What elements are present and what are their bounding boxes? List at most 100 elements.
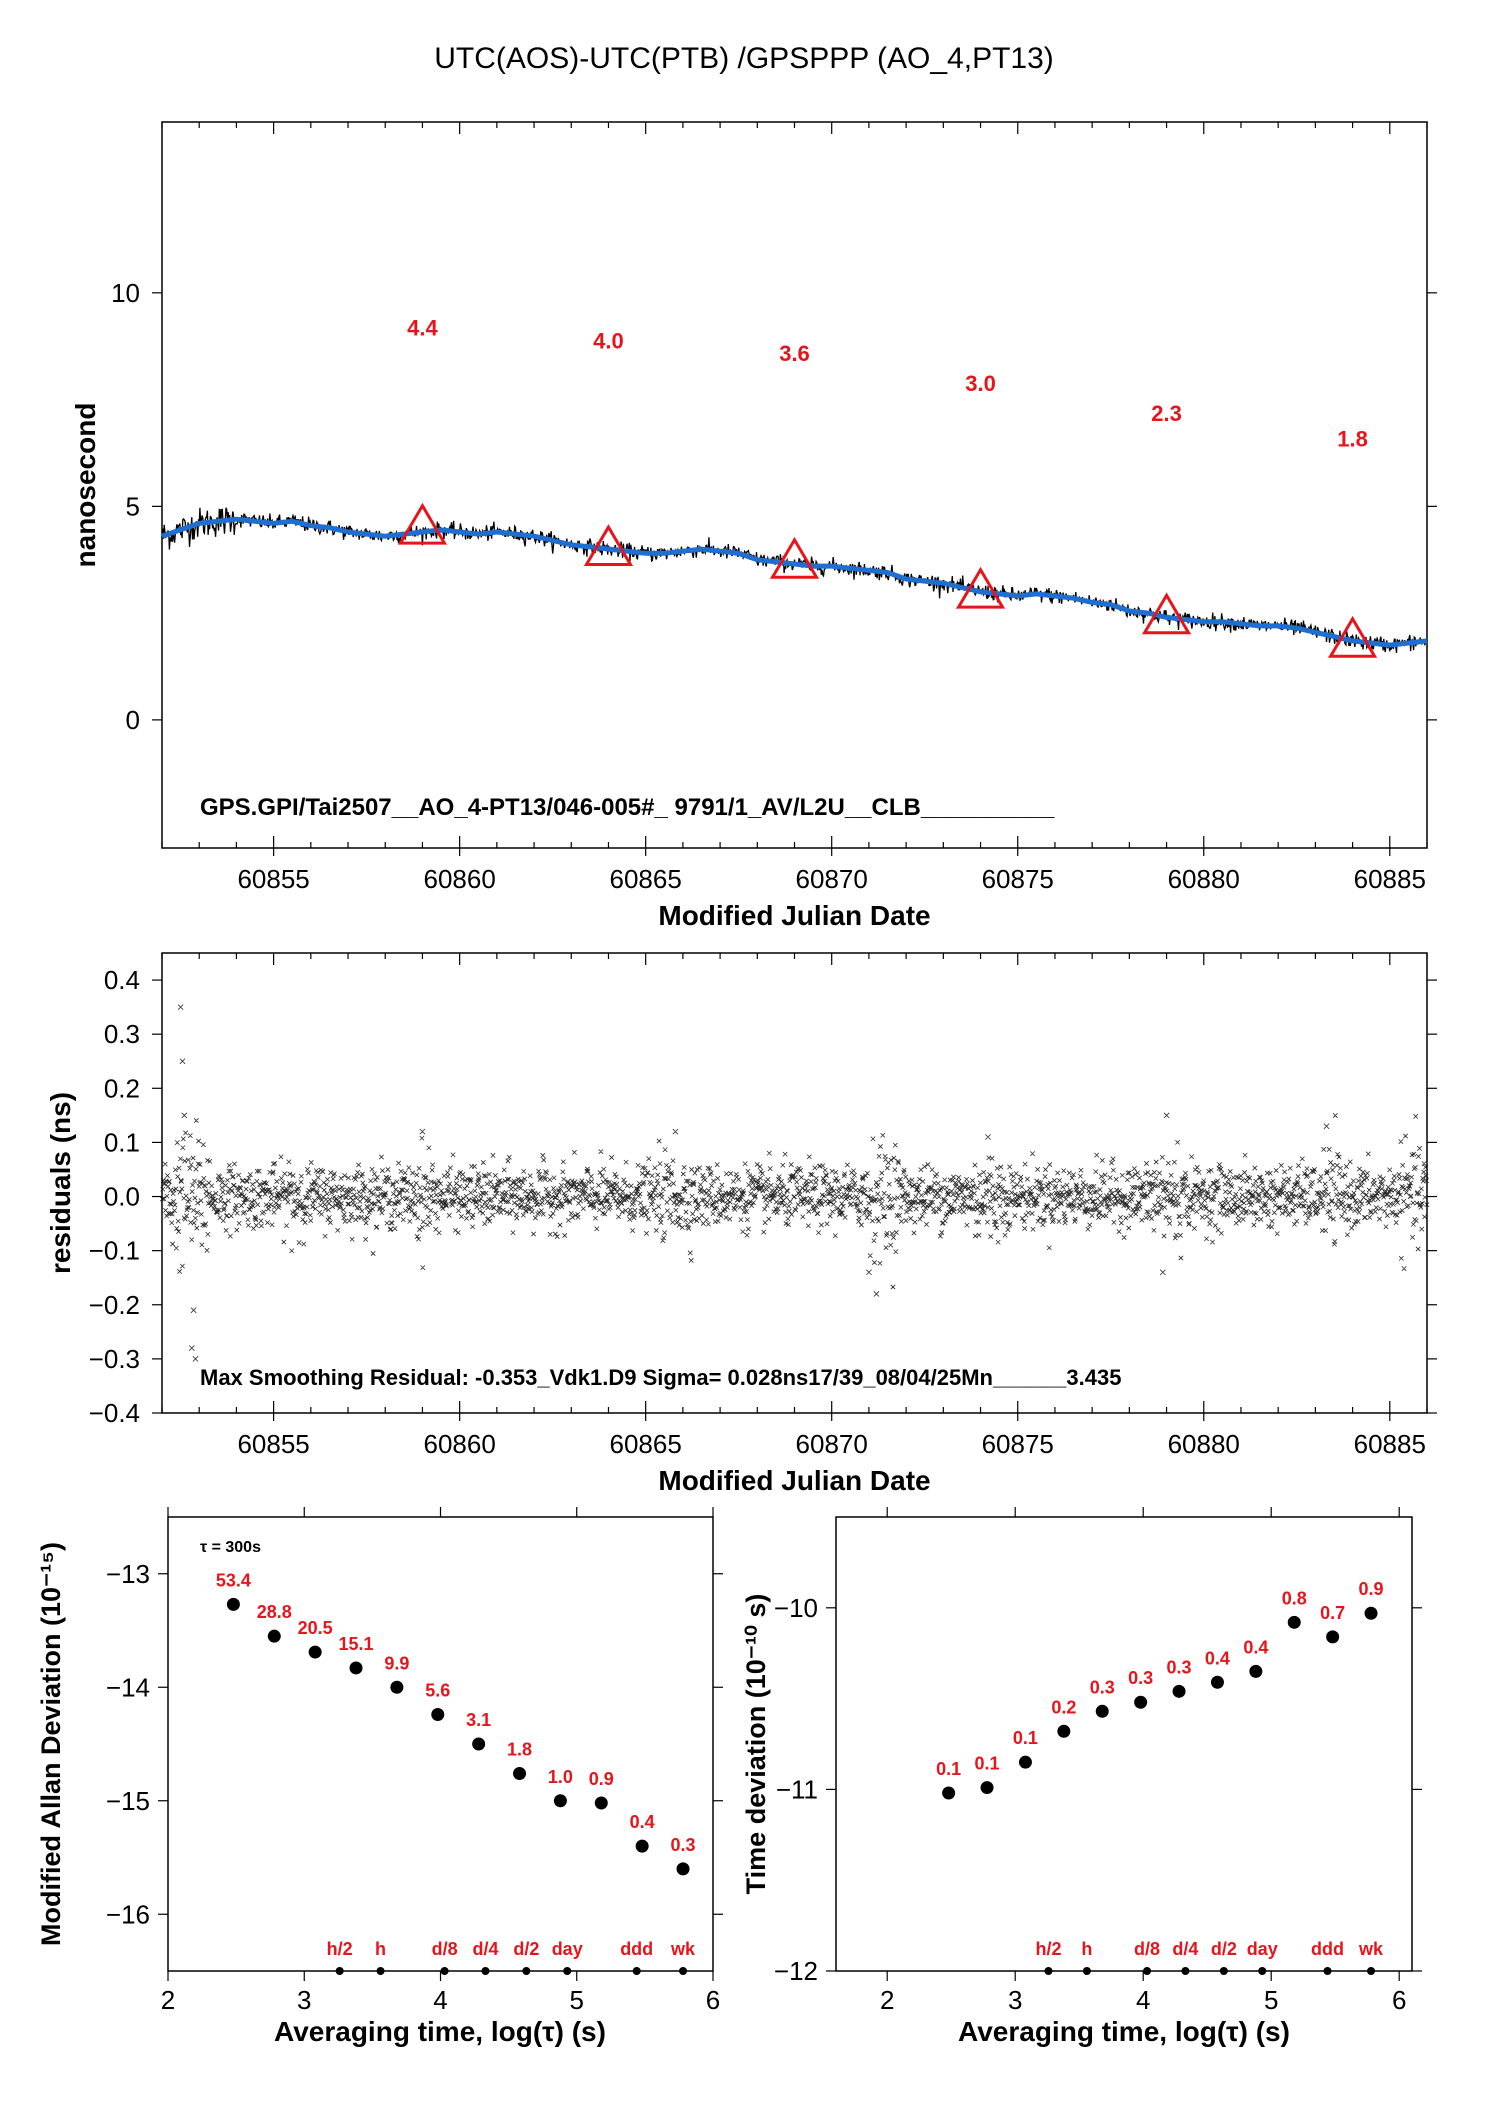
y-tick-label: −0.2 <box>89 1290 140 1320</box>
y-tick-label: −0.1 <box>89 1236 140 1266</box>
raw-data-trace <box>161 507 1428 653</box>
calibration-triangle-marker <box>769 536 820 579</box>
x-tick-label: 3 <box>297 1985 311 2015</box>
y-tick-label: −12 <box>774 1956 818 1986</box>
deviation-point <box>226 1597 240 1611</box>
x-tick-label: 60875 <box>982 864 1054 894</box>
y-axis-label: nanosecond <box>70 403 101 568</box>
y-axis-label: Time deviation (10⁻¹⁰ s) <box>741 1594 771 1895</box>
interval-marker-label: h/2 <box>327 1939 353 1959</box>
time-deviation-panel: −10 −11 −12 2 3 4 5 6 Averaging time, log(τ) (s)… <box>741 1507 1422 2047</box>
x-tick-label: 60885 <box>1354 1429 1426 1459</box>
deviation-value-label: 9.9 <box>384 1653 409 1673</box>
y-tick-label: −16 <box>106 1899 150 1929</box>
plot-frame <box>161 952 1428 1414</box>
y-tick-label: 0.0 <box>104 1182 140 1212</box>
deviation-point <box>1172 1684 1186 1698</box>
calibration-triangle-marker <box>955 566 1006 609</box>
deviation-value-label: 0.2 <box>1051 1697 1076 1717</box>
x-tick-label: 60880 <box>1168 1429 1240 1459</box>
calibration-value-label: 4.4 <box>407 316 438 341</box>
x-tick-label: 60855 <box>237 864 309 894</box>
deviation-point <box>472 1737 486 1751</box>
deviation-value-label: 0.9 <box>1359 1579 1384 1599</box>
x-tick-label: 6 <box>706 1985 720 2015</box>
deviation-value-label: 0.7 <box>1320 1603 1345 1623</box>
interval-marker <box>679 1967 688 1975</box>
deviation-point <box>1210 1675 1224 1689</box>
deviation-value-label: 5.6 <box>425 1680 450 1700</box>
deviation-point <box>1249 1664 1263 1678</box>
interval-marker-label: h <box>375 1939 386 1959</box>
deviation-value-label: 28.8 <box>257 1602 292 1622</box>
deviation-value-label: 0.4 <box>1243 1637 1268 1657</box>
deviation-point <box>1018 1755 1032 1769</box>
deviation-value-label: 1.8 <box>507 1740 532 1760</box>
interval-marker <box>563 1967 572 1975</box>
residuals-panel: 60855 60860 60865 60870 60875 60880 60885 0.4 0.… <box>45 952 1437 1496</box>
interval-marker <box>1367 1967 1376 1975</box>
deviation-point <box>267 1629 281 1643</box>
calibration-value-label: 3.6 <box>779 341 810 366</box>
calibration-value-label: 2.3 <box>1151 401 1182 426</box>
deviation-point <box>390 1680 404 1694</box>
residual-annotation: Max Smoothing Residual: -0.353_Vdk1.D9 S… <box>200 1365 1121 1390</box>
deviation-value-label: 0.4 <box>630 1812 655 1832</box>
deviation-point <box>635 1839 649 1853</box>
interval-marker <box>1323 1967 1332 1975</box>
interval-marker <box>1258 1967 1267 1975</box>
y-axis-label: residuals (ns) <box>45 1092 76 1274</box>
residual-points <box>159 1004 1430 1362</box>
y-tick-label: 0 <box>126 705 140 735</box>
interval-marker-label: wk <box>1358 1939 1384 1959</box>
x-tick-label: 60860 <box>423 1429 495 1459</box>
deviation-point <box>1364 1606 1378 1620</box>
interval-marker-label: ddd <box>620 1939 653 1959</box>
x-tick-label: 5 <box>1264 1985 1278 2015</box>
y-tick-label: −0.3 <box>89 1344 140 1374</box>
x-tick-label: 2 <box>880 1985 894 2015</box>
y-tick-label: −13 <box>106 1559 150 1589</box>
page-title: UTC(AOS)-UTC(PTB) /GPSPPP (AO_4,PT13) <box>434 42 1054 75</box>
deviation-point <box>1057 1724 1071 1738</box>
x-tick-label: 60885 <box>1354 864 1426 894</box>
calibration-value-label: 1.8 <box>1337 427 1368 452</box>
deviation-point <box>594 1796 608 1810</box>
deviation-point <box>308 1645 322 1659</box>
deviation-value-label: 0.1 <box>936 1759 961 1779</box>
calibration-triangle-marker <box>583 524 634 566</box>
smoothed-series-line <box>161 516 1428 648</box>
interval-marker-label: d/2 <box>513 1939 539 1959</box>
calibration-triangle-marker <box>1327 615 1378 658</box>
y-tick-label: −15 <box>106 1786 150 1816</box>
y-tick-label: 0.2 <box>104 1073 140 1103</box>
x-tick-label: 5 <box>570 1985 584 2015</box>
time-series-panel: 60855 60860 60865 60870 60875 60880 60885 0 5 10 M… <box>70 121 1437 931</box>
calibration-value-label: 3.0 <box>965 371 996 396</box>
x-axis-label: Modified Julian Date <box>658 1465 930 1496</box>
interval-marker <box>632 1967 641 1975</box>
tau-note: τ = 300s <box>200 1539 261 1556</box>
interval-marker <box>440 1967 449 1975</box>
interval-marker-label: d/8 <box>432 1939 458 1959</box>
interval-marker-label: d/8 <box>1134 1939 1160 1959</box>
deviation-value-label: 0.1 <box>975 1754 1000 1774</box>
interval-marker <box>1143 1967 1152 1975</box>
x-tick-label: 2 <box>161 1985 175 2015</box>
x-axis-label: Averaging time, log(τ) (s) <box>274 2016 606 2047</box>
interval-marker-label: d/4 <box>472 1939 498 1959</box>
y-tick-label: 5 <box>126 491 140 521</box>
interval-marker-label: ddd <box>1311 1939 1344 1959</box>
deviation-point <box>1095 1704 1109 1718</box>
calibration-value-label: 4.0 <box>593 328 624 353</box>
deviation-point <box>676 1862 690 1876</box>
x-tick-label: 60865 <box>610 1429 682 1459</box>
y-axis-label: Modified Allan Deviation (10⁻¹⁵) <box>36 1542 66 1946</box>
y-tick-label: −14 <box>106 1672 150 1702</box>
x-tick-label: 4 <box>1136 1985 1150 2015</box>
interval-marker-label: day <box>552 1939 583 1959</box>
deviation-value-label: 15.1 <box>339 1634 374 1654</box>
deviation-value-label: 3.1 <box>466 1710 491 1730</box>
interval-marker <box>335 1967 344 1975</box>
deviation-value-label: 1.0 <box>548 1767 573 1787</box>
